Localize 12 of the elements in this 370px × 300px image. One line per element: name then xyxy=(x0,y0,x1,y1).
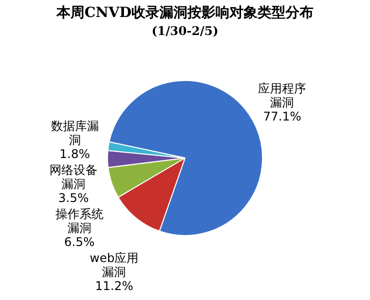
data-label: 11.2% xyxy=(95,279,134,294)
data-label: 6.5% xyxy=(64,235,95,250)
slice-label: web应用漏洞 xyxy=(90,251,139,280)
chart-subtitle: (1/30-2/5) xyxy=(150,23,220,40)
slice-label: 网络设备漏洞 xyxy=(50,163,98,192)
data-label: 3.5% xyxy=(58,191,89,206)
slice-label: 应用程序漏洞 xyxy=(258,81,306,110)
chart-title: 本周CNVD收录漏洞按影响对象类型分布 xyxy=(55,4,314,22)
data-label: 1.8% xyxy=(60,147,90,162)
data-label: 77.1% xyxy=(263,109,302,124)
slice-label: 数据库漏洞 xyxy=(50,119,99,148)
slice-label: 操作系统漏洞 xyxy=(55,207,104,236)
